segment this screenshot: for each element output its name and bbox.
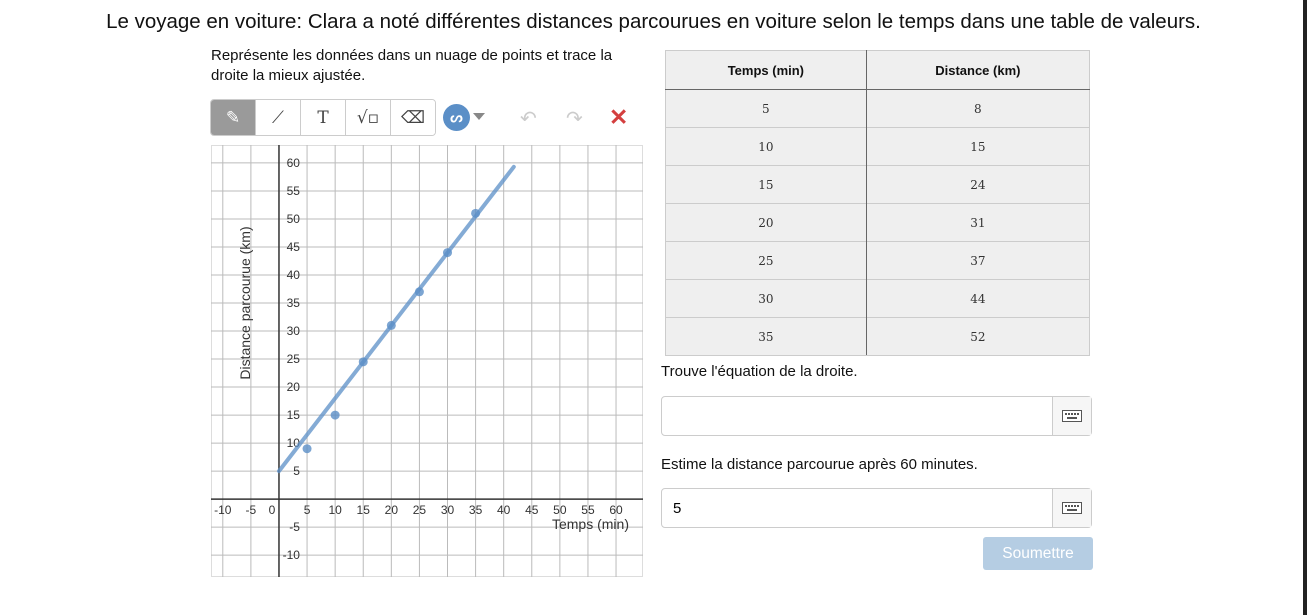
- data-point: [358, 357, 368, 367]
- y-tick-label: 5: [293, 464, 300, 478]
- x-tick-label: 5: [304, 503, 311, 517]
- keyboard-icon: [1062, 502, 1082, 514]
- sqrt-tool-button[interactable]: √▫: [346, 100, 391, 135]
- y-tick-label: 40: [287, 268, 301, 282]
- table-cell: 8: [866, 89, 1091, 128]
- text-icon: T: [317, 108, 329, 128]
- table-cell: 20: [665, 203, 867, 242]
- submit-button[interactable]: Soumettre: [983, 537, 1093, 570]
- x-tick-label: 35: [469, 503, 483, 517]
- table-header: Temps (min): [665, 50, 867, 90]
- table-row: 30 44: [665, 279, 1091, 318]
- table-cell: 15: [866, 127, 1091, 166]
- x-tick-label: 45: [525, 503, 539, 517]
- redo-icon[interactable]: ↷: [566, 108, 583, 130]
- keyboard-button[interactable]: [1052, 397, 1091, 435]
- x-axis-label: Temps (min): [552, 516, 629, 532]
- equation-input[interactable]: [662, 397, 1052, 435]
- x-tick-label: 55: [581, 503, 595, 517]
- color-picker-button[interactable]: ᔕ: [443, 104, 470, 131]
- chevron-down-icon[interactable]: [473, 113, 485, 120]
- table-cell: 30: [665, 279, 867, 318]
- y-tick-label: 15: [287, 408, 301, 422]
- x-tick-label: 30: [441, 503, 455, 517]
- line-tool-button[interactable]: ⟋: [256, 100, 301, 135]
- page-title: Le voyage en voiture: Clara a noté diffé…: [106, 10, 1201, 33]
- scribble-icon: ᔕ: [450, 109, 463, 125]
- x-tick-label: 20: [385, 503, 399, 517]
- x-tick-label: 50: [553, 503, 567, 517]
- y-tick-label: -10: [283, 548, 301, 562]
- question-equation: Trouve l'équation de la droite.: [661, 363, 858, 380]
- pencil-icon: ✎: [225, 108, 241, 128]
- table-row: 20 31: [665, 203, 1091, 242]
- table-cell: 52: [866, 317, 1091, 356]
- table-row: 15 24: [665, 165, 1091, 204]
- y-tick-label: -5: [289, 520, 300, 534]
- table-cell: 24: [866, 165, 1091, 204]
- data-point: [330, 410, 340, 420]
- y-tick-label: 50: [287, 212, 301, 226]
- x-tick-label: -10: [214, 503, 232, 517]
- text-tool-button[interactable]: T: [301, 100, 346, 135]
- table-cell: 35: [665, 317, 867, 356]
- table-row: 25 37: [665, 241, 1091, 280]
- clear-icon[interactable]: ✕: [609, 104, 629, 130]
- y-tick-label: 20: [287, 380, 301, 394]
- x-tick-label: 60: [609, 503, 623, 517]
- eraser-tool-button[interactable]: ⌫: [391, 100, 435, 135]
- graph-canvas[interactable]: -10 -5 0 5 10 15 20 25 30 35 40 45 50 55 60-10-5510152…: [211, 145, 643, 577]
- table-cell: 5: [665, 89, 867, 128]
- x-tick-label: 15: [357, 503, 371, 517]
- data-table: Temps (min) Distance (km) 5 8 10 15 15 24 20 31…: [665, 50, 1091, 356]
- table-cell: 10: [665, 127, 867, 166]
- table-header: Distance (km): [866, 50, 1091, 90]
- estimate-field[interactable]: [661, 488, 1092, 528]
- estimate-input[interactable]: [662, 489, 1052, 527]
- x-tick-label: 0: [269, 503, 276, 517]
- table-cell: 44: [866, 279, 1091, 318]
- sqrt-icon: √▫: [356, 108, 380, 128]
- instruction-text: Représente les données dans un nuage de …: [211, 47, 613, 84]
- question-estimate: Estime la distance parcourue après 60 mi…: [661, 456, 978, 473]
- x-tick-label: -5: [246, 503, 257, 517]
- x-tick-label: 10: [328, 503, 342, 517]
- x-tick-label: 25: [413, 503, 427, 517]
- pencil-tool-button[interactable]: ✎: [211, 100, 256, 135]
- equation-field[interactable]: [661, 396, 1092, 436]
- table-cell: 31: [866, 203, 1091, 242]
- eraser-icon: ⌫: [400, 108, 426, 128]
- data-point: [386, 320, 396, 330]
- drawing-toolbar: ✎ ⟋ T √▫ ⌫: [210, 99, 436, 136]
- y-tick-label: 55: [287, 184, 301, 198]
- table-cell: 15: [665, 165, 867, 204]
- y-tick-label: 45: [287, 240, 301, 254]
- table-cell: 37: [866, 241, 1091, 280]
- x-tick-label: 40: [497, 503, 511, 517]
- keyboard-button[interactable]: [1052, 489, 1091, 527]
- y-tick-label: 25: [287, 352, 301, 366]
- y-tick-label: 35: [287, 296, 301, 310]
- table-row: 10 15: [665, 127, 1091, 166]
- keyboard-icon: [1062, 410, 1082, 422]
- data-point: [302, 444, 312, 454]
- line-icon: ⟋: [272, 108, 284, 128]
- y-tick-label: 30: [287, 324, 301, 338]
- data-point: [414, 287, 424, 297]
- window-edge: [1303, 0, 1307, 615]
- graph-border: [211, 145, 643, 577]
- y-axis-label: Distance parcourue (km): [237, 226, 253, 379]
- data-point: [443, 248, 453, 258]
- table-row: 35 52: [665, 317, 1091, 356]
- undo-icon[interactable]: ↶: [520, 108, 537, 130]
- y-tick-label: 60: [287, 156, 301, 170]
- data-point: [471, 208, 481, 218]
- table-cell: 25: [665, 241, 867, 280]
